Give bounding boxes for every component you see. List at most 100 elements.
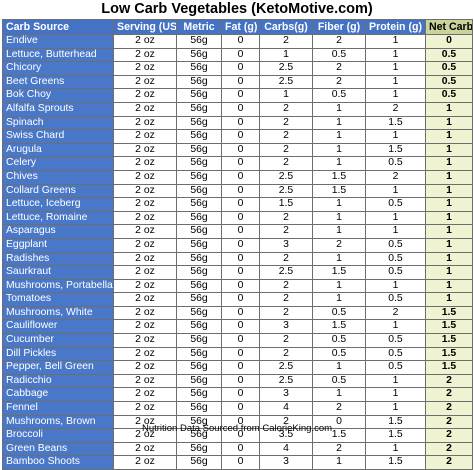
cell-net-carbs: 1 bbox=[425, 101, 473, 117]
cell-carb-source: Mushrooms, Portabella bbox=[2, 278, 114, 294]
cell-carb-source: Radishes bbox=[2, 251, 114, 267]
cell-fiber: 1 bbox=[312, 115, 366, 131]
cell-serving-us: 2 oz bbox=[113, 360, 177, 375]
cell-fiber: 1 bbox=[312, 455, 366, 470]
cell-fat: 0 bbox=[221, 237, 260, 253]
cell-net-carbs: 1.5 bbox=[425, 360, 473, 375]
cell-metric: 56g bbox=[176, 373, 222, 389]
cell-protein: 1.5 bbox=[365, 115, 426, 131]
cell-protein: 1 bbox=[365, 47, 426, 63]
cell-carbs: 2.5 bbox=[259, 360, 313, 375]
cell-protein: 2 bbox=[365, 169, 426, 185]
cell-metric: 56g bbox=[176, 142, 222, 158]
cell-metric: 56g bbox=[176, 156, 222, 171]
cell-metric: 56g bbox=[176, 237, 222, 253]
cell-carbs: 3 bbox=[259, 387, 313, 403]
cell-net-carbs: 0 bbox=[425, 34, 473, 49]
table-row: Celery 2 oz 56g 0 2 1 0.5 1 bbox=[2, 156, 473, 171]
cell-metric: 56g bbox=[176, 115, 222, 131]
table-row: Saurkraut 2 oz 56g 0 2.5 1.5 0.5 1 bbox=[2, 265, 473, 280]
cell-carbs: 3 bbox=[259, 319, 313, 335]
cell-net-carbs: 0.5 bbox=[425, 74, 473, 90]
cell-serving-us: 2 oz bbox=[113, 101, 177, 117]
cell-metric: 56g bbox=[176, 278, 222, 294]
cell-carbs: 2.5 bbox=[259, 265, 313, 280]
cell-carbs: 2 bbox=[259, 292, 313, 307]
cell-fiber: 0.5 bbox=[312, 333, 366, 348]
cell-serving-us: 2 oz bbox=[113, 373, 177, 389]
cell-fiber: 1 bbox=[312, 156, 366, 171]
cell-serving-us: 2 oz bbox=[113, 115, 177, 131]
cell-carb-source: Dill Pickles bbox=[2, 346, 114, 362]
cell-fiber: 1 bbox=[312, 142, 366, 158]
table-row: Dill Pickles 2 oz 56g 0 2 0.5 0.5 1.5 bbox=[2, 346, 473, 362]
table-row: Cauliflower 2 oz 56g 0 3 1.5 1 1.5 bbox=[2, 319, 473, 335]
cell-fat: 0 bbox=[221, 401, 260, 416]
cell-carbs: 2 bbox=[259, 224, 313, 239]
cell-net-carbs: 2 bbox=[425, 441, 473, 457]
cell-fiber: 1 bbox=[312, 210, 366, 226]
cell-protein: 1 bbox=[365, 373, 426, 389]
cell-protein: 1 bbox=[365, 210, 426, 226]
cell-metric: 56g bbox=[176, 387, 222, 403]
table-row: Radishes 2 oz 56g 0 2 1 0.5 1 bbox=[2, 251, 473, 267]
cell-serving-us: 2 oz bbox=[113, 401, 177, 416]
cell-fat: 0 bbox=[221, 251, 260, 267]
column-header-carb-source: Carb Source bbox=[2, 19, 114, 35]
table-row: Mushrooms, Portabella 2 oz 56g 0 2 1 1 1 bbox=[2, 278, 473, 294]
cell-metric: 56g bbox=[176, 74, 222, 90]
cell-protein: 1.5 bbox=[365, 455, 426, 470]
cell-carbs: 2 bbox=[259, 156, 313, 171]
cell-carbs: 1 bbox=[259, 88, 313, 103]
cell-metric: 56g bbox=[176, 61, 222, 76]
cell-fat: 0 bbox=[221, 387, 260, 403]
cell-carb-source: Mushrooms, White bbox=[2, 305, 114, 321]
cell-metric: 56g bbox=[176, 305, 222, 321]
cell-fat: 0 bbox=[221, 61, 260, 76]
cell-protein: 0.5 bbox=[365, 292, 426, 307]
cell-serving-us: 2 oz bbox=[113, 387, 177, 403]
cell-carb-source: Cauliflower bbox=[2, 319, 114, 335]
cell-fat: 0 bbox=[221, 129, 260, 144]
cell-metric: 56g bbox=[176, 441, 222, 457]
cell-serving-us: 2 oz bbox=[113, 74, 177, 90]
cell-metric: 56g bbox=[176, 346, 222, 362]
cell-carb-source: Bamboo Shoots bbox=[2, 455, 114, 470]
cell-carbs: 2 bbox=[259, 101, 313, 117]
cell-net-carbs: 1 bbox=[425, 115, 473, 131]
cell-net-carbs: 1 bbox=[425, 142, 473, 158]
cell-metric: 56g bbox=[176, 183, 222, 199]
cell-net-carbs: 2 bbox=[425, 455, 473, 470]
table-row: Bamboo Shoots 2 oz 56g 0 3 1 1.5 2 bbox=[2, 455, 473, 470]
cell-fat: 0 bbox=[221, 441, 260, 457]
cell-metric: 56g bbox=[176, 129, 222, 144]
column-header-fiber: Fiber (g) bbox=[312, 19, 366, 35]
cell-net-carbs: 2 bbox=[425, 373, 473, 389]
cell-net-carbs: 2 bbox=[425, 414, 473, 430]
cell-fiber: 2 bbox=[312, 34, 366, 49]
cell-protein: 0.5 bbox=[365, 197, 426, 212]
column-header-protein: Protein (g) bbox=[365, 19, 426, 35]
cell-carb-source: Chives bbox=[2, 169, 114, 185]
cell-carb-source: Radicchio bbox=[2, 373, 114, 389]
cell-serving-us: 2 oz bbox=[113, 47, 177, 63]
cell-serving-us: 2 oz bbox=[113, 183, 177, 199]
cell-carbs: 2.5 bbox=[259, 61, 313, 76]
cell-protein: 2 bbox=[365, 305, 426, 321]
cell-carb-source: Beet Greens bbox=[2, 74, 114, 90]
cell-carb-source: Alfalfa Sprouts bbox=[2, 101, 114, 117]
cell-fiber: 2 bbox=[312, 74, 366, 90]
cell-fiber: 1 bbox=[312, 292, 366, 307]
cell-net-carbs: 1 bbox=[425, 183, 473, 199]
cell-serving-us: 2 oz bbox=[113, 88, 177, 103]
cell-metric: 56g bbox=[176, 401, 222, 416]
cell-serving-us: 2 oz bbox=[113, 265, 177, 280]
cell-fiber: 1.5 bbox=[312, 319, 366, 335]
cell-fiber: 2 bbox=[312, 441, 366, 457]
table-row: Eggplant 2 oz 56g 0 3 2 0.5 1 bbox=[2, 237, 473, 253]
cell-protein: 1.5 bbox=[365, 142, 426, 158]
cell-net-carbs: 1 bbox=[425, 210, 473, 226]
table-row: Pepper, Bell Green 2 oz 56g 0 2.5 1 0.5 1.5 bbox=[2, 360, 473, 375]
cell-serving-us: 2 oz bbox=[113, 34, 177, 49]
